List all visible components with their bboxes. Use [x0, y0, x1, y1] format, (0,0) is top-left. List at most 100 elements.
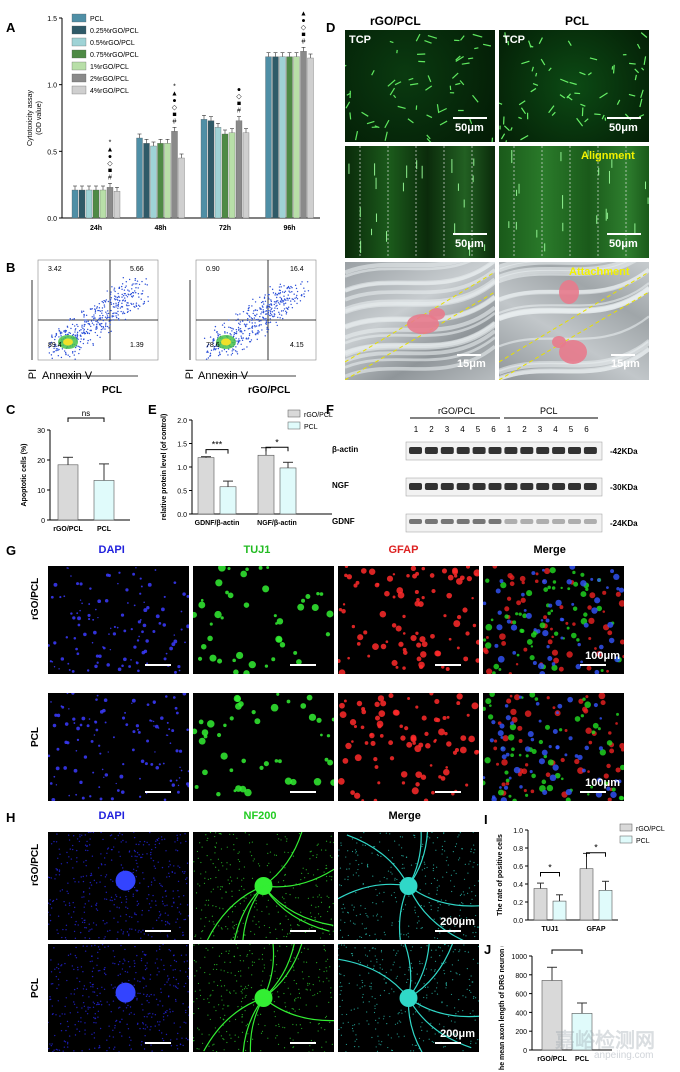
signal-speck [472, 866, 474, 868]
flow-dot [278, 286, 281, 288]
signal-speck [109, 929, 111, 932]
signal-speck [49, 996, 51, 998]
y-axis-label-a: (OD value) [36, 101, 43, 135]
signal-speck [216, 968, 218, 971]
signal-speck [140, 1044, 143, 1046]
flow-dot [68, 331, 70, 334]
flow-dot [136, 283, 138, 285]
d-scale-text-1: 50μm [455, 122, 484, 134]
signal-speck [147, 885, 150, 888]
signal-speck [345, 856, 347, 858]
signal-spot [97, 616, 99, 619]
axon [262, 944, 275, 999]
flow-dot [205, 358, 208, 360]
flow-dot [121, 283, 124, 285]
signal-speck [105, 898, 108, 901]
signal-spot [483, 601, 487, 606]
signal-speck [253, 933, 256, 935]
flow-dot [267, 309, 269, 312]
signal-spot [407, 696, 411, 700]
flow-dot [81, 324, 83, 327]
flow-dot [254, 324, 256, 327]
signal-speck [227, 879, 229, 881]
signal-spot [402, 632, 406, 635]
signal-spot [531, 748, 537, 755]
signal-spot [313, 778, 322, 786]
flow-dot [275, 321, 277, 324]
fiber [345, 345, 495, 379]
signal-speck [348, 868, 350, 870]
flow-dot [248, 321, 251, 323]
signal-spot [421, 641, 428, 648]
signal-spot [144, 762, 148, 766]
signal-spot [514, 694, 521, 701]
signal-spot [415, 771, 423, 779]
signal-speck [117, 974, 119, 977]
signal-spot [138, 795, 142, 798]
signal-spot [115, 782, 117, 785]
signal-spot [296, 659, 302, 665]
cell-process [559, 94, 566, 99]
signal-speck [116, 906, 118, 908]
bar-a [78, 189, 86, 219]
signal-speck [91, 855, 94, 857]
signal-speck [56, 833, 58, 835]
signal-spot [598, 746, 603, 751]
signal-speck [178, 911, 181, 913]
cell-process [528, 40, 532, 48]
signal-speck [394, 840, 396, 842]
signal-spot [603, 781, 609, 787]
signal-spot [306, 694, 313, 701]
signal-spot [217, 658, 223, 664]
signal-speck [87, 849, 89, 852]
signal-speck [140, 937, 142, 939]
signal-spot [499, 633, 506, 640]
signal-speck [169, 1008, 171, 1010]
signal-speck [472, 832, 474, 833]
signal-spot [266, 566, 270, 569]
signal-speck [99, 992, 101, 995]
signal-speck [280, 839, 282, 841]
signal-speck [100, 1004, 103, 1006]
signal-speck [169, 950, 172, 952]
cell-process [409, 83, 419, 86]
signal-speck [150, 1044, 152, 1046]
signal-speck [175, 849, 177, 851]
flow-dot [85, 321, 88, 323]
signal-speck [73, 930, 76, 933]
signal-spot [516, 653, 520, 657]
flow-dot [76, 323, 78, 326]
signal-spot [574, 758, 580, 765]
signal-speck [207, 837, 209, 839]
signal-speck [193, 870, 195, 872]
flow-dot [282, 301, 284, 303]
signal-speck [88, 996, 90, 998]
signal-speck [203, 998, 205, 1000]
signal-spot [410, 566, 417, 571]
signal-speck [374, 997, 376, 1000]
signal-speck [423, 861, 425, 863]
signal-speck [236, 877, 238, 879]
signal-speck [403, 945, 405, 947]
significance-mark-a: * [109, 139, 112, 146]
signal-spot [620, 764, 624, 771]
signal-spot [487, 714, 494, 720]
flow-dot [221, 350, 223, 352]
signal-speck [260, 984, 262, 986]
signal-speck [378, 1017, 380, 1019]
signal-speck [436, 889, 438, 891]
signal-speck [244, 996, 246, 998]
signal-speck [50, 959, 52, 961]
signal-spot [258, 566, 263, 570]
flow-dot [265, 317, 267, 320]
signal-spot [598, 693, 606, 700]
signal-speck [242, 960, 245, 962]
signal-spot [519, 785, 523, 789]
signal-spot [606, 763, 611, 769]
signal-speck [426, 1030, 428, 1032]
signal-spot [101, 768, 104, 771]
signal-speck [237, 859, 239, 861]
bar-a [242, 132, 250, 219]
signal-speck [212, 863, 214, 865]
y-tick-label: 0.0 [513, 918, 523, 925]
